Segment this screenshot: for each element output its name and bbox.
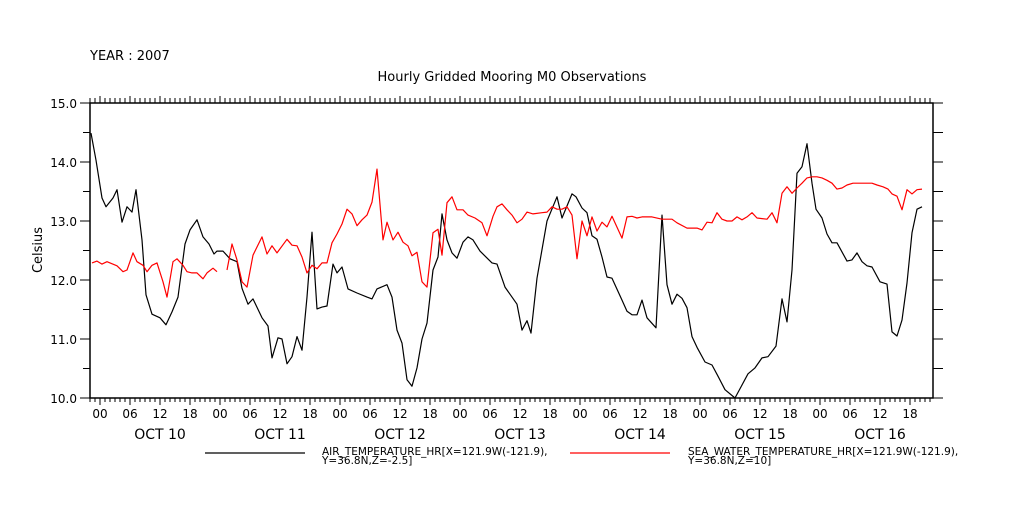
x-tick-label: 12 [152, 407, 167, 421]
x-day-label: OCT 10 [134, 427, 186, 443]
axis-ticks [80, 96, 943, 405]
x-tick-label: 18 [542, 407, 557, 421]
x-tick-label: 18 [302, 407, 317, 421]
x-tick-label: 00 [452, 407, 467, 421]
x-tick-label: 06 [242, 407, 257, 421]
series-line-air-temperature [90, 132, 923, 399]
x-tick-label: 00 [332, 407, 347, 421]
series-lines [90, 132, 923, 399]
x-tick-label: 00 [692, 407, 707, 421]
x-day-label: OCT 14 [614, 427, 666, 443]
x-tick-label: 12 [512, 407, 527, 421]
y-tick-label: 10.0 [50, 392, 77, 406]
x-tick-label: 06 [122, 407, 137, 421]
x-day-label: OCT 12 [374, 427, 426, 443]
legend-label-sea-water-temperature: SEA_WATER_TEMPERATURE_HR[X=121.9W(-121.9… [688, 446, 958, 458]
x-day-label: OCT 16 [854, 427, 906, 443]
x-day-label: OCT 11 [254, 427, 306, 443]
legend-label-sea-water-temperature-line2: Y=36.8N,Z=10] [687, 455, 771, 467]
x-tick-label: 06 [362, 407, 377, 421]
x-tick-label: 12 [632, 407, 647, 421]
x-tick-label: 18 [422, 407, 437, 421]
x-tick-label: 18 [662, 407, 677, 421]
series-line-sea-water-temperature [91, 168, 923, 298]
x-tick-label: 12 [752, 407, 767, 421]
x-tick-label: 12 [872, 407, 887, 421]
y-tick-label: 12.0 [50, 274, 77, 288]
x-tick-label: 00 [572, 407, 587, 421]
x-tick-label: 06 [602, 407, 617, 421]
x-tick-label: 18 [782, 407, 797, 421]
legend: AIR_TEMPERATURE_HR[X=121.9W(-121.9), Y=3… [205, 446, 958, 467]
x-tick-label: 00 [92, 407, 107, 421]
x-day-label: OCT 13 [494, 427, 546, 443]
x-tick-label: 06 [482, 407, 497, 421]
y-tick-labels: 10.0 11.0 12.0 13.0 14.0 15.0 [50, 97, 77, 406]
y-tick-label: 15.0 [50, 97, 77, 111]
y-tick-label: 11.0 [50, 333, 77, 347]
y-axis-label: Celsius [31, 227, 46, 273]
x-tick-label: 12 [272, 407, 287, 421]
y-tick-label: 13.0 [50, 215, 77, 229]
x-tick-label: 18 [182, 407, 197, 421]
chart-title: Hourly Gridded Mooring M0 Observations [378, 70, 647, 85]
y-tick-label: 14.0 [50, 156, 77, 170]
legend-label-air-temperature-line2: Y=36.8N,Z=-2.5] [321, 455, 412, 467]
year-label: YEAR : 2007 [89, 49, 170, 64]
x-tick-label: 06 [722, 407, 737, 421]
x-tick-label: 00 [212, 407, 227, 421]
x-tick-label: 18 [902, 407, 917, 421]
x-tick-label: 06 [842, 407, 857, 421]
legend-label-air-temperature: AIR_TEMPERATURE_HR[X=121.9W(-121.9), [322, 446, 548, 458]
x-day-label: OCT 15 [734, 427, 786, 443]
x-tick-label: 12 [392, 407, 407, 421]
x-tick-label: 00 [812, 407, 827, 421]
x-tick-labels: 00 06 12 18 00 06 12 18 00 06 12 18 00 06 12 18 00 06 12 18… [92, 407, 917, 443]
